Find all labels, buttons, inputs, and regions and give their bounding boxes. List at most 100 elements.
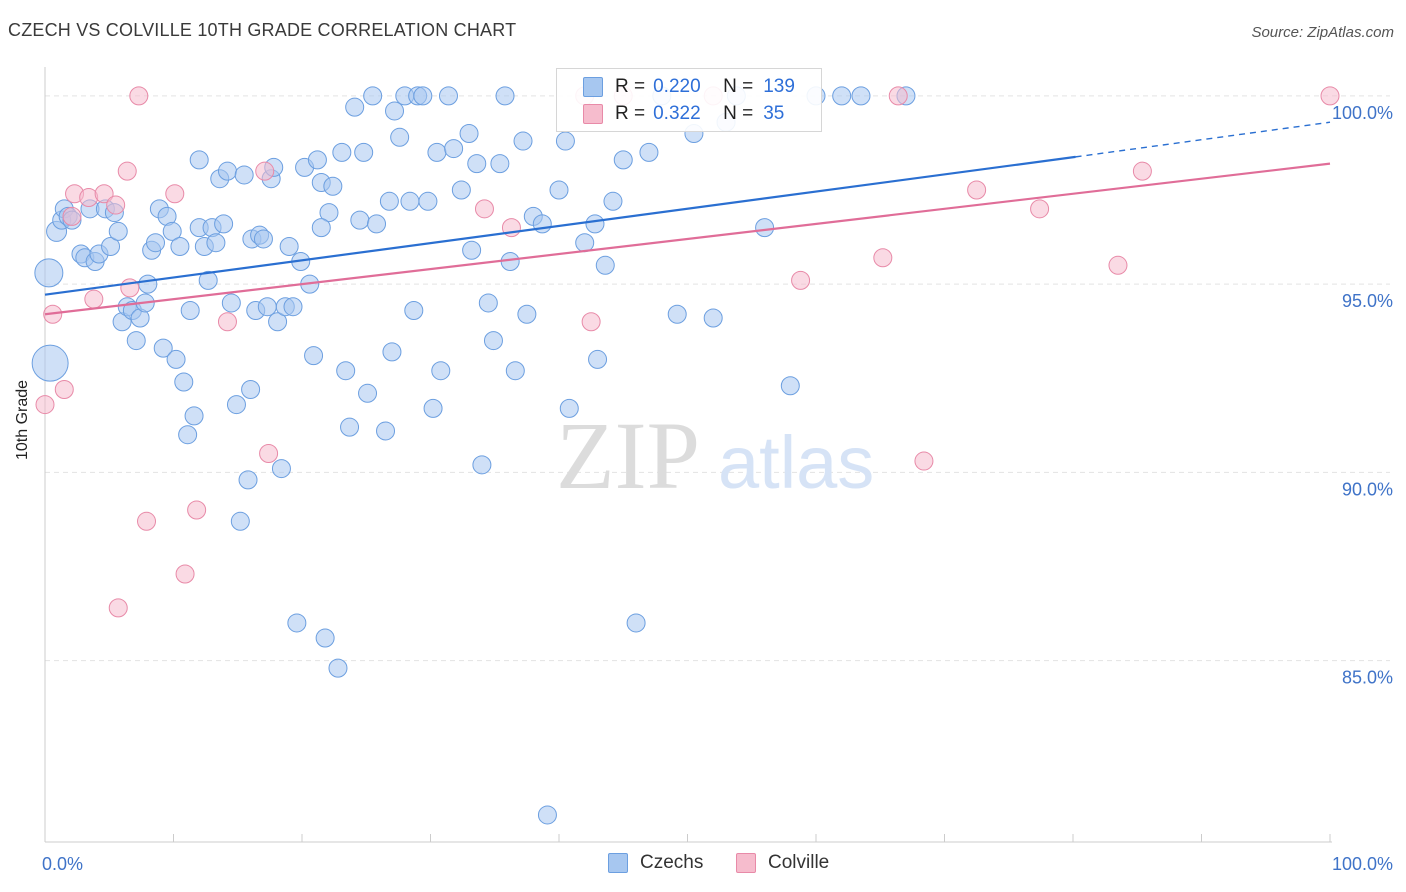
czechs-point bbox=[490, 154, 510, 174]
czechs-point bbox=[382, 342, 402, 362]
czechs-point bbox=[283, 297, 303, 317]
czechs-point bbox=[603, 191, 623, 211]
y-tick-label: 100.0% bbox=[1332, 103, 1393, 123]
legend-label-colville: Colville bbox=[768, 852, 830, 873]
czechs-point bbox=[268, 312, 288, 332]
czechs-point bbox=[253, 229, 273, 249]
colville-point bbox=[175, 564, 195, 584]
czechs-point bbox=[311, 218, 331, 238]
colville-point bbox=[967, 180, 987, 200]
colville-point bbox=[94, 184, 114, 204]
source-label: Source: ZipAtlas.com bbox=[1251, 24, 1394, 41]
czechs-point bbox=[413, 86, 433, 106]
colville-swatch bbox=[583, 104, 603, 124]
czechs-point bbox=[385, 101, 405, 121]
czechs-point bbox=[537, 805, 557, 825]
czechs-point bbox=[180, 300, 200, 320]
colville-swatch bbox=[736, 853, 756, 873]
czechs-point bbox=[34, 258, 64, 288]
y-tick-label: 85.0% bbox=[1342, 668, 1393, 688]
colville-point bbox=[581, 312, 601, 332]
czechs-point bbox=[257, 297, 277, 317]
colville-point bbox=[129, 86, 149, 106]
x-tick-label: 0.0% bbox=[42, 854, 83, 874]
czechs-point bbox=[328, 658, 348, 678]
czechs-point bbox=[418, 191, 438, 211]
czechs-point bbox=[639, 142, 659, 162]
colville-point bbox=[873, 248, 893, 268]
czechs-point bbox=[345, 97, 365, 117]
r-value: 0.322 bbox=[653, 103, 701, 124]
czechs-point bbox=[505, 361, 525, 381]
czechs-point bbox=[198, 270, 218, 290]
czechs-point bbox=[517, 304, 537, 324]
czechs-point bbox=[376, 421, 396, 441]
czechs-point bbox=[153, 338, 173, 358]
czechs-point bbox=[532, 214, 552, 234]
czechs-point bbox=[851, 86, 871, 106]
czechs-point bbox=[287, 613, 307, 633]
colville-point bbox=[62, 206, 82, 226]
colville-point bbox=[474, 199, 494, 219]
czechs-point bbox=[495, 86, 515, 106]
legend-label-czechs: Czechs bbox=[640, 852, 704, 873]
czechs-point bbox=[549, 180, 569, 200]
colville-point bbox=[888, 86, 908, 106]
czechs-trendline-extension bbox=[1075, 121, 1331, 158]
czechs-point bbox=[478, 293, 498, 313]
colville-point bbox=[108, 598, 128, 618]
czechs-point bbox=[319, 203, 339, 223]
czechs-point bbox=[178, 425, 198, 445]
colville-point bbox=[84, 289, 104, 309]
colville-point bbox=[791, 270, 811, 290]
czechs-point bbox=[108, 221, 128, 241]
czechs-point bbox=[126, 331, 146, 351]
czechs-point bbox=[367, 214, 387, 234]
czechs-point bbox=[390, 127, 410, 147]
legend-row-czechs: R = 0.220 N = 139 bbox=[583, 76, 795, 98]
y-tick-label: 95.0% bbox=[1342, 291, 1393, 311]
colville-trendline bbox=[44, 162, 1331, 316]
colville-point bbox=[1320, 86, 1340, 106]
colville-point bbox=[1132, 161, 1152, 181]
czechs-point bbox=[336, 361, 356, 381]
czechs-point bbox=[431, 361, 451, 381]
czechs-point bbox=[400, 191, 420, 211]
czechs-point bbox=[595, 255, 615, 275]
czechs-point bbox=[184, 406, 204, 426]
czechs-point bbox=[755, 218, 775, 238]
czechs-point bbox=[363, 86, 383, 106]
czechs-point bbox=[221, 293, 241, 313]
stats-legend: R = 0.220 N = 139 R = 0.322 N = 35 bbox=[556, 68, 822, 132]
colville-point bbox=[914, 451, 934, 471]
czechs-point bbox=[588, 349, 608, 369]
legend-item-colville[interactable]: Colville bbox=[736, 852, 829, 874]
czechs-point bbox=[444, 139, 464, 159]
czechs-point bbox=[315, 628, 335, 648]
colville-point bbox=[106, 195, 126, 215]
y-tick-label: 90.0% bbox=[1342, 479, 1393, 499]
czechs-point bbox=[626, 613, 646, 633]
czechs-point bbox=[217, 161, 237, 181]
czechs-point bbox=[101, 236, 121, 256]
czechs-point bbox=[226, 395, 246, 415]
x-tick-label: 100.0% bbox=[1332, 854, 1393, 874]
n-value: 35 bbox=[763, 103, 785, 124]
czechs-point bbox=[667, 304, 687, 324]
legend-item-czechs[interactable]: Czechs bbox=[608, 852, 703, 874]
czechs-point bbox=[332, 142, 352, 162]
colville-point bbox=[1108, 255, 1128, 275]
colville-point bbox=[255, 161, 275, 181]
czechs-point bbox=[585, 214, 605, 234]
czechs-point bbox=[451, 180, 471, 200]
czechs-point bbox=[832, 86, 852, 106]
czechs-point bbox=[166, 349, 186, 369]
czechs-point bbox=[427, 142, 447, 162]
czechs-swatch bbox=[608, 853, 628, 873]
czechs-point bbox=[170, 236, 190, 256]
colville-point bbox=[1030, 199, 1050, 219]
n-value: 139 bbox=[763, 76, 795, 97]
r-label: R = bbox=[615, 76, 646, 97]
czechs-swatch bbox=[583, 77, 603, 97]
